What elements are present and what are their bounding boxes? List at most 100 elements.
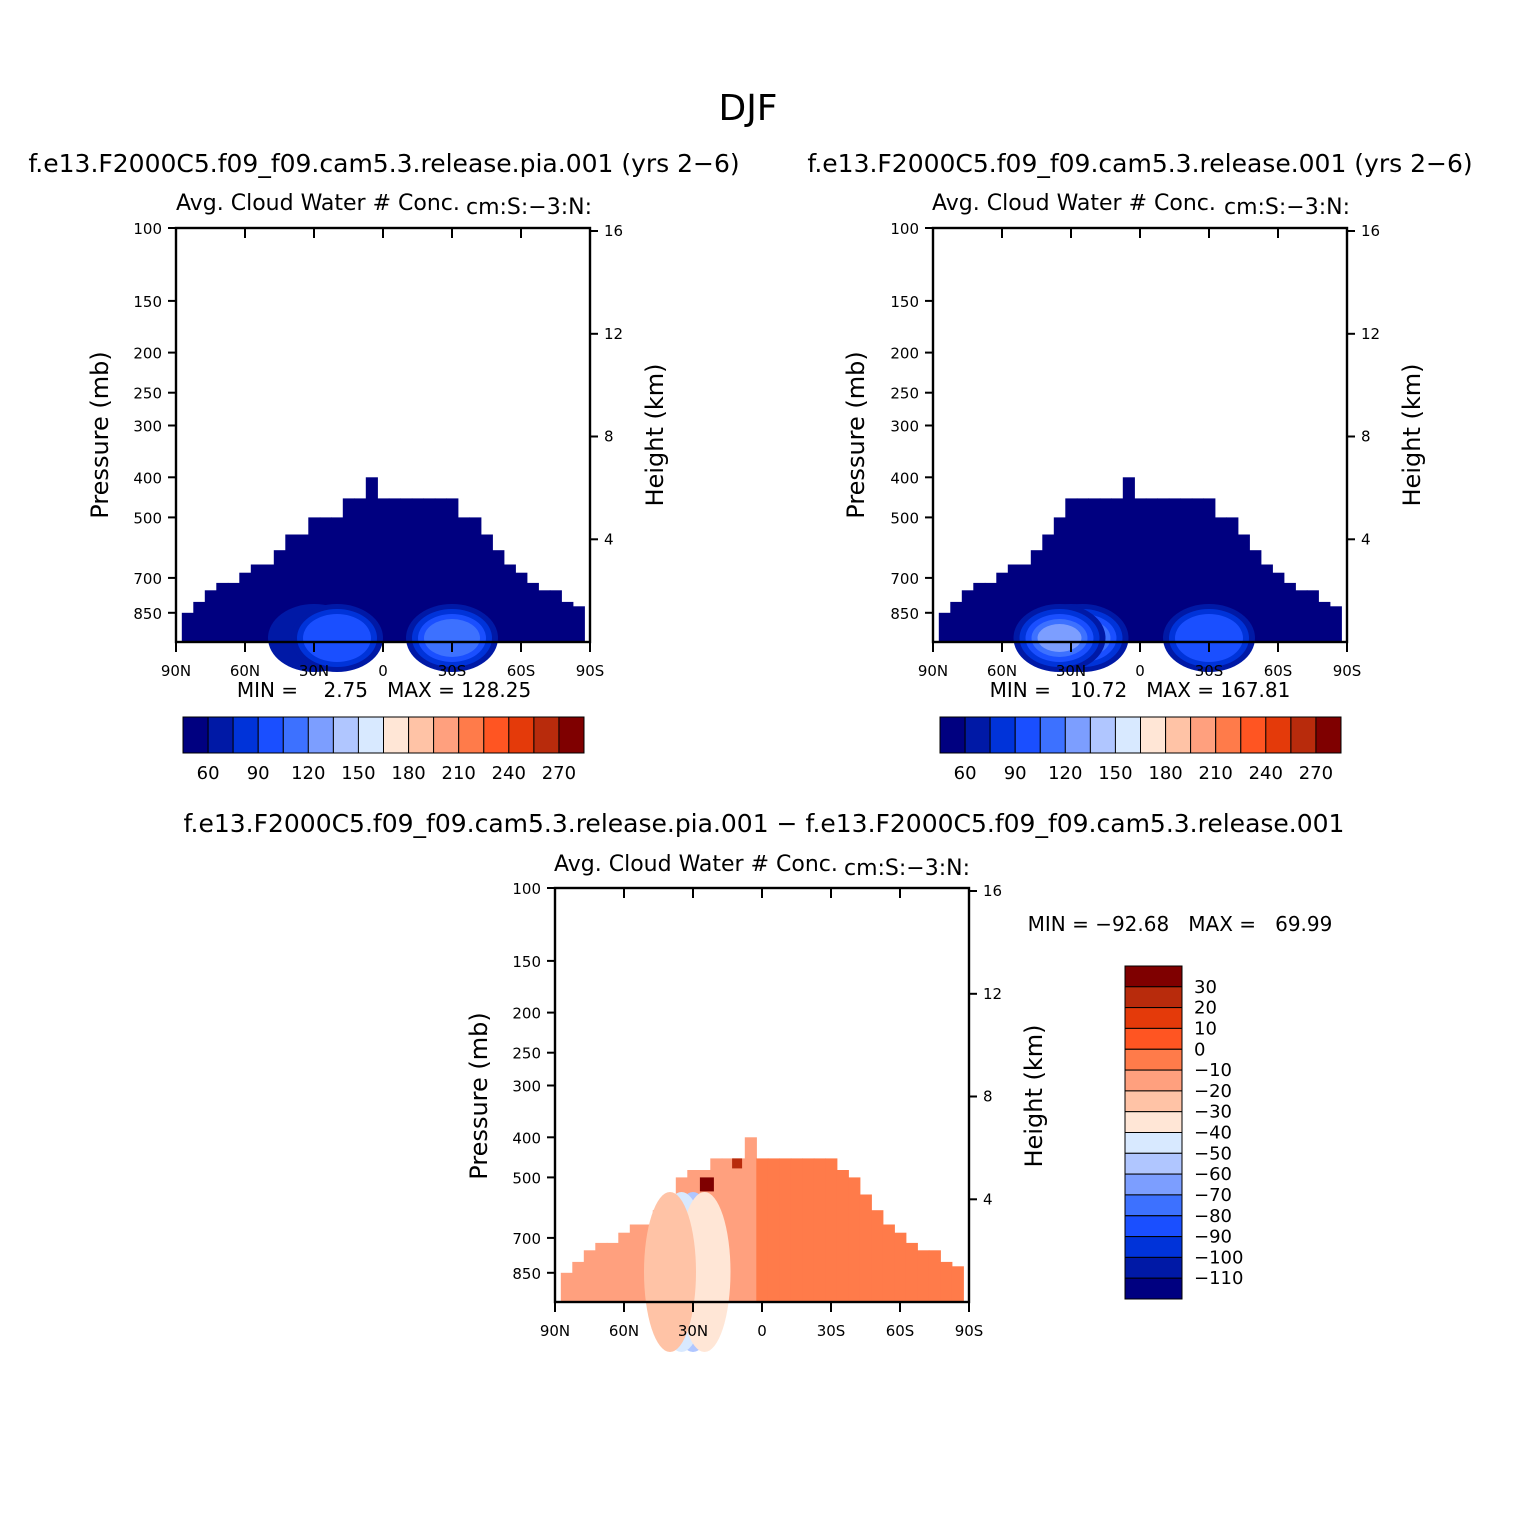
- plot-right-title: cm:S:−3:N:: [1224, 195, 1350, 220]
- field-column: [561, 601, 574, 642]
- colorbar-label: 240: [1249, 763, 1283, 784]
- min-max-label: MIN = −92.68 MAX = 69.99: [1028, 912, 1333, 936]
- colorbar-swatch: [1124, 1152, 1183, 1175]
- colorbar-label: −110: [1194, 1268, 1243, 1289]
- colorbar-swatch: [1124, 1277, 1183, 1300]
- colorbar-label: 90: [1004, 763, 1027, 784]
- colorbar-label: −30: [1194, 1102, 1232, 1123]
- field-contour: [644, 1192, 696, 1352]
- colorbar-label: 10: [1194, 1018, 1217, 1039]
- plot-area: 100 150 200 250 300 400 500 700 850 16 12 8 4 90N 60N 3…: [133, 220, 623, 680]
- panel-control: f.e13.F2000C5.f09_f09.cam5.3.release.001…: [807, 149, 1472, 784]
- y-tick-label: 200: [512, 1005, 541, 1023]
- y-tick-label: 100: [133, 220, 162, 238]
- colorbar-swatch: [1265, 716, 1292, 754]
- colorbar-swatch: [483, 716, 510, 754]
- colorbar-swatch: [357, 716, 384, 754]
- field-column: [790, 1158, 803, 1302]
- colorbar-swatch: [433, 716, 460, 754]
- y-tick-label: 400: [890, 469, 919, 487]
- colorbar-swatch: [1140, 716, 1167, 754]
- colorbar: 60 90 120 150 180 210 240 270: [939, 716, 1342, 784]
- colorbar-swatch: [558, 716, 585, 754]
- field-column: [388, 498, 401, 642]
- field-column: [216, 582, 229, 642]
- y-axis-label: Pressure (mb): [86, 351, 114, 518]
- x-tick-label: 60N: [987, 662, 1017, 680]
- x-tick-label: 60S: [507, 662, 536, 680]
- field-column: [938, 612, 951, 642]
- field-column: [1272, 572, 1285, 642]
- y-tick-label: 200: [890, 345, 919, 363]
- y-tick-label: 400: [512, 1129, 541, 1147]
- field-column: [560, 1272, 573, 1302]
- field-column: [894, 1232, 907, 1302]
- panel-pia: f.e13.F2000C5.f09_f09.cam5.3.release.pia…: [28, 149, 739, 784]
- field-column: [262, 564, 275, 642]
- field-column: [1306, 590, 1319, 642]
- y-right-tick-label: 4: [983, 1190, 993, 1208]
- y-right-tick-label: 8: [1361, 428, 1371, 446]
- colorbar-swatch: [182, 716, 209, 754]
- field-column: [950, 601, 963, 642]
- colorbar-swatch: [1124, 1256, 1183, 1279]
- colorbar-label: 0: [1194, 1039, 1205, 1060]
- field-column: [583, 1250, 596, 1302]
- field-column: [400, 498, 413, 642]
- colorbar-label: −60: [1194, 1164, 1232, 1185]
- colorbar-label: −100: [1194, 1247, 1243, 1268]
- field-contour: [1037, 624, 1082, 652]
- field-column: [984, 582, 997, 642]
- field-column: [767, 1158, 780, 1302]
- colorbar-label: 210: [1199, 763, 1233, 784]
- field-column: [1111, 498, 1124, 642]
- y-tick-label: 500: [133, 509, 162, 527]
- min-max-label: MIN = 2.75 MAX = 128.25: [237, 678, 531, 702]
- y-tick-label: 150: [890, 293, 919, 311]
- field-column: [618, 1232, 631, 1302]
- field-column: [1122, 477, 1135, 642]
- colorbar-swatch: [257, 716, 284, 754]
- field-column: [181, 612, 194, 642]
- colorbar-label: −80: [1194, 1206, 1232, 1227]
- x-tick-label: 30S: [817, 1322, 846, 1340]
- colorbar-swatch: [458, 716, 485, 754]
- colorbar-swatch: [939, 716, 966, 754]
- field-column: [411, 498, 424, 642]
- y-tick-label: 850: [133, 605, 162, 623]
- field-column: [595, 1242, 608, 1302]
- colorbar-swatch: [1124, 1173, 1183, 1196]
- x-tick-label: 60N: [609, 1322, 639, 1340]
- plot-left-title: Avg. Cloud Water # Conc.: [176, 191, 460, 216]
- field-column: [961, 590, 974, 642]
- colorbar-label: 120: [1048, 763, 1082, 784]
- y-right-tick-label: 16: [1361, 222, 1380, 240]
- y-tick-label: 850: [890, 605, 919, 623]
- plot-area: 100 150 200 250 300 400 500 700 850 16 12 8 4 90N 60N 3…: [890, 220, 1380, 680]
- colorbar-swatch: [1124, 1090, 1183, 1113]
- field-column: [250, 564, 263, 642]
- field-column: [606, 1242, 619, 1302]
- colorbar-label: 150: [1098, 763, 1132, 784]
- colorbar-label: −10: [1194, 1060, 1232, 1081]
- field-contour: [424, 619, 480, 657]
- colorbar-label: 90: [247, 763, 270, 784]
- plot-area: 100 150 200 250 300 400 500 700 850 16 12 8 4 90N 60N 3…: [512, 880, 1002, 1352]
- y-axis-right-label: Height (km): [1020, 1025, 1048, 1168]
- y-right-tick-label: 16: [983, 882, 1002, 900]
- field-column: [503, 564, 516, 642]
- figure-title: DJF: [718, 88, 777, 129]
- field-column: [940, 1261, 953, 1302]
- plot-right-title: cm:S:−3:N:: [844, 856, 970, 881]
- y-tick-label: 150: [512, 953, 541, 971]
- y-tick-label: 700: [512, 1230, 541, 1248]
- field-column: [1180, 498, 1193, 642]
- field-column: [733, 1158, 746, 1302]
- y-right-tick-label: 12: [983, 985, 1002, 1003]
- colorbar-label: −70: [1194, 1185, 1232, 1206]
- y-axis-right-label: Height (km): [1398, 364, 1426, 507]
- y-tick-label: 300: [890, 418, 919, 436]
- colorbar-swatch: [1290, 716, 1317, 754]
- field-column: [526, 582, 539, 642]
- min-max-label: MIN = 10.72 MAX = 167.81: [990, 678, 1291, 702]
